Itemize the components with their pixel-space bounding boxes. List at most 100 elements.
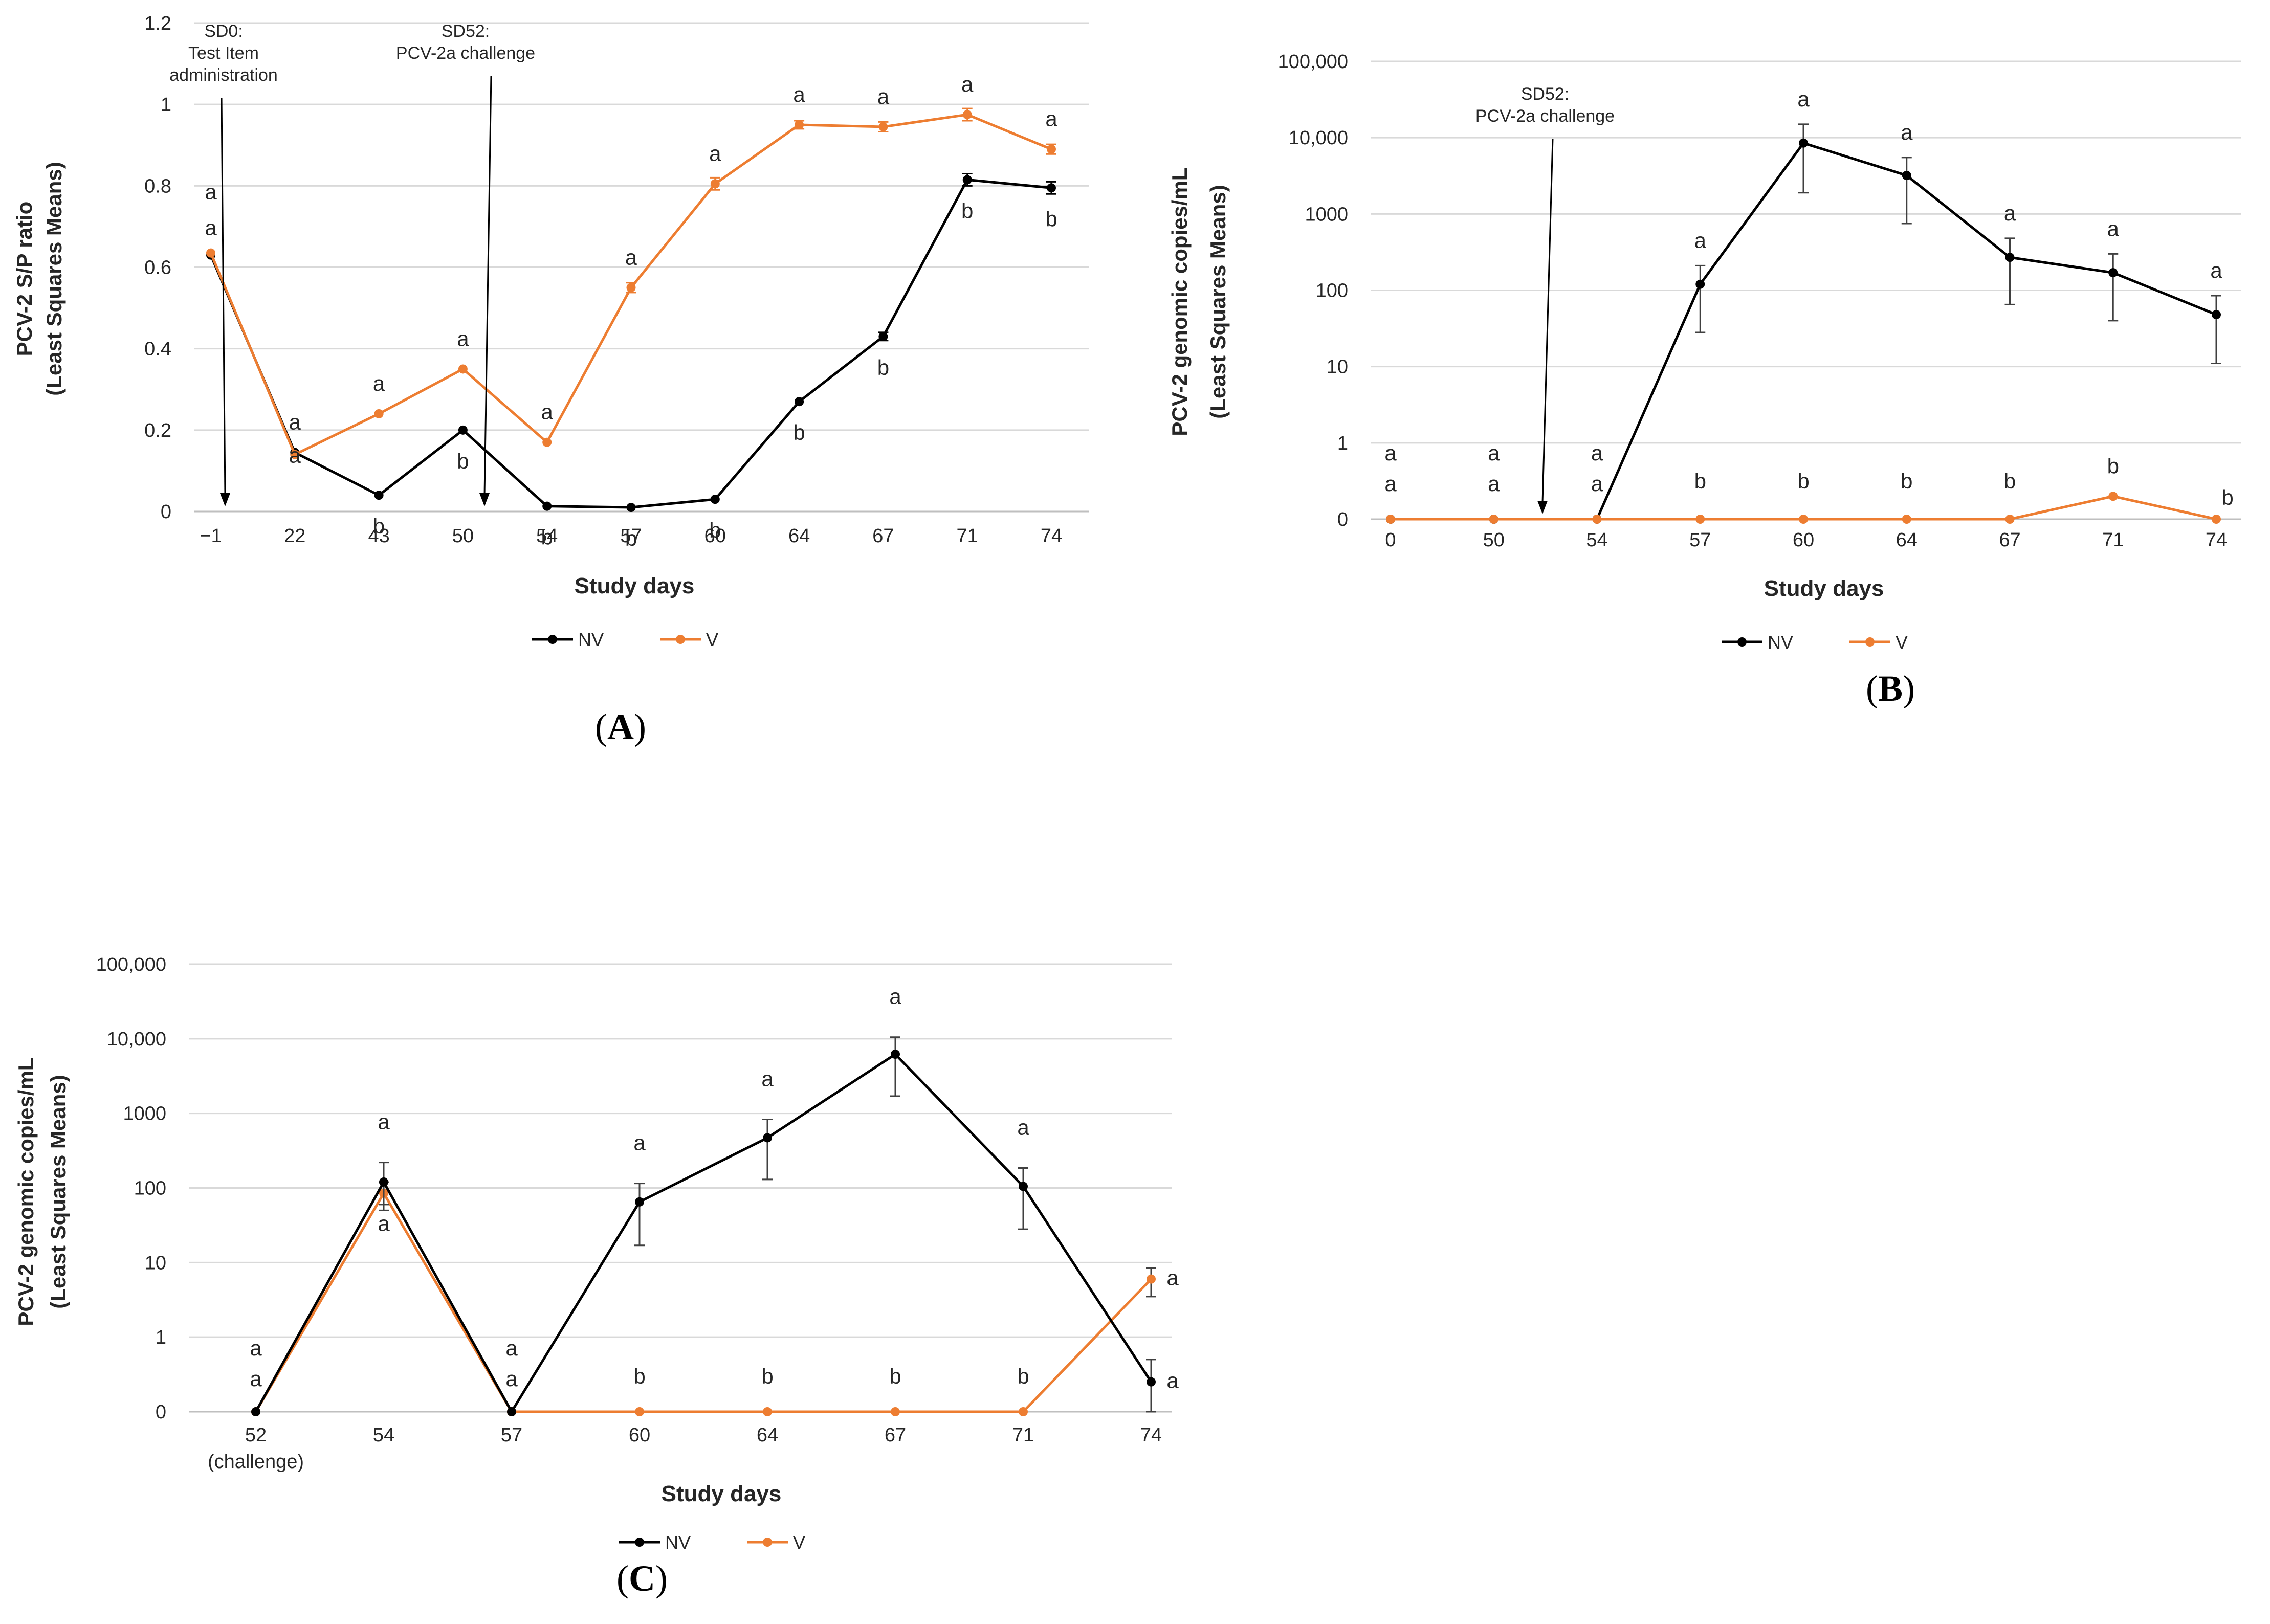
data-point-v <box>710 179 720 189</box>
y-tick-label: 10,000 <box>1289 127 1348 149</box>
significance-letter: a <box>1694 228 1707 252</box>
significance-letter: a <box>378 1211 390 1235</box>
annotation-text: SD52: <box>1521 84 1570 104</box>
y-tick-label: 100,000 <box>1278 51 1348 73</box>
significance-letter: a <box>877 84 890 108</box>
significance-letter: b <box>625 526 637 550</box>
significance-letter: b <box>2107 454 2119 478</box>
panel-label: (C) <box>616 1558 668 1599</box>
data-point-v <box>2005 515 2015 524</box>
data-point-nv <box>891 1050 900 1059</box>
legend-marker-v <box>763 1538 772 1547</box>
data-point-v <box>1799 515 1808 524</box>
data-point-nv <box>878 331 888 341</box>
significance-letter: a <box>1384 472 1397 496</box>
y-tick-label: 1000 <box>123 1103 166 1125</box>
data-point-v <box>206 248 215 258</box>
significance-letter: a <box>373 371 385 395</box>
y-axis-title: PCV-2 genomic copies/mL <box>14 1057 38 1326</box>
significance-letter: b <box>457 449 469 473</box>
data-point-nv <box>763 1133 772 1143</box>
data-point-v <box>795 120 804 129</box>
data-point-nv <box>1047 183 1056 193</box>
x-tick-label: 52 <box>245 1425 267 1446</box>
chart-panel-a: 0 0.2 0.4 0.6 0.8 1 1.2 −1 22 43 50 54 57 60 64 67 71 74 S… <box>12 13 1089 747</box>
data-point-v <box>2108 492 2118 501</box>
significance-letter: a <box>1591 472 1603 496</box>
annotation-text: PCV-2a challenge <box>1475 106 1615 126</box>
data-point-v <box>891 1407 900 1416</box>
x-tick-label: 50 <box>1483 529 1505 551</box>
x-tick-label: 67 <box>1999 529 2020 551</box>
legend-marker-v <box>676 635 685 644</box>
x-tick-label: 67 <box>885 1425 906 1446</box>
y-tick-label: 1 <box>156 1327 166 1348</box>
y-tick-label: 10 <box>145 1252 166 1274</box>
x-tick-label: −1 <box>200 525 222 547</box>
significance-letter: b <box>1017 1364 1029 1388</box>
significance-letter: a <box>889 985 901 1009</box>
y-tick-label: 100 <box>1316 280 1348 302</box>
significance-letter: a <box>541 400 554 424</box>
annotation-arrow <box>221 97 226 496</box>
data-point-v <box>1047 144 1056 154</box>
significance-letter: b <box>1045 207 1057 231</box>
y-axis-title: (Least Squares Means) <box>42 162 66 396</box>
data-point-v <box>374 409 384 418</box>
data-point-v <box>458 364 468 374</box>
x-tick-label: 74 <box>2206 529 2227 551</box>
y-tick-label: 0.2 <box>144 420 171 441</box>
data-point-nv <box>379 1177 388 1187</box>
significance-letter: b <box>373 514 385 538</box>
significance-letter: b <box>793 420 805 444</box>
data-point-v <box>2212 515 2221 524</box>
x-tick-label: 64 <box>1896 529 1918 551</box>
x-tick-label: 54 <box>1586 529 1607 551</box>
x-tick-label: 74 <box>1041 525 1062 547</box>
significance-letter: a <box>1901 120 1913 144</box>
data-point-v <box>962 110 972 120</box>
x-tick-label: 60 <box>704 525 726 547</box>
significance-letter: a <box>625 245 637 269</box>
significance-letter: b <box>541 525 553 549</box>
x-tick-label: 50 <box>452 525 474 547</box>
annotation-text: administration <box>169 65 278 85</box>
significance-letter: a <box>761 1066 774 1091</box>
y-tick-label: 0.6 <box>144 257 171 279</box>
significance-letter: a <box>1488 441 1500 465</box>
y-tick-label: 0 <box>1337 509 1348 530</box>
y-tick-label: 1 <box>1337 433 1348 454</box>
x-tick-label: 60 <box>1793 529 1814 551</box>
y-axis-title: (Least Squares Means) <box>46 1075 70 1309</box>
significance-letter: a <box>1591 441 1603 465</box>
x-axis-title: Study days <box>1764 576 1884 601</box>
data-point-v <box>542 437 552 447</box>
y-tick-label: 0.4 <box>144 339 171 360</box>
data-point-nv <box>1902 170 1911 180</box>
annotation-arrow <box>1541 138 1554 503</box>
legend-label-nv: NV <box>665 1532 691 1553</box>
annotation-arrowhead <box>220 493 230 506</box>
significance-letter: a <box>457 326 469 350</box>
y-tick-label: 1.2 <box>144 13 171 34</box>
series-line-nv <box>209 178 1052 509</box>
data-point-nv <box>710 495 720 504</box>
data-point-v <box>1592 515 1602 524</box>
significance-letter: a <box>250 1336 262 1360</box>
data-point-nv <box>2108 268 2118 278</box>
x-tick-label: 74 <box>1140 1425 1162 1446</box>
data-point-nv <box>542 501 552 511</box>
chart-panel-c: 0 1 10 100 1000 10,000 100,000 52 (challenge) 54 5… <box>14 954 1179 1599</box>
significance-letter: a <box>289 443 301 468</box>
data-point-v <box>1489 515 1498 524</box>
y-tick-label: 0 <box>156 1401 166 1423</box>
significance-letter: a <box>1017 1116 1029 1140</box>
legend-label-v: V <box>1896 632 1908 653</box>
significance-letter: a <box>505 1336 518 1360</box>
annotation-text: SD52: <box>442 21 490 41</box>
y-axis-title: PCV-2 S/P ratio <box>12 202 36 357</box>
significance-letter: b <box>1694 469 1706 493</box>
legend-label-v: V <box>793 1532 805 1553</box>
data-point-nv <box>2005 253 2015 262</box>
